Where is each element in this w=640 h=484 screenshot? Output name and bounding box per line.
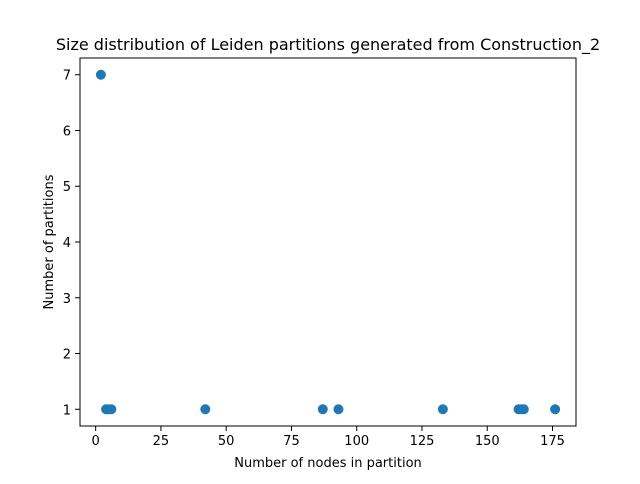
scatter-point: [333, 404, 344, 415]
y-tick-label: 6: [63, 124, 71, 139]
y-tick-label: 4: [63, 236, 71, 251]
scatter-point: [317, 404, 328, 415]
x-tick-label: 175: [540, 434, 565, 449]
y-tick-label: 7: [63, 69, 71, 84]
x-tick-label: 150: [475, 434, 500, 449]
x-axis-label: Number of nodes in partition: [234, 456, 422, 471]
scatter-point: [200, 404, 211, 415]
x-axis-ticks: 0 25 50 75 100 125 150 175: [92, 426, 565, 449]
scatter-point: [518, 404, 529, 415]
x-tick-label: 75: [283, 434, 300, 449]
scatter-point: [95, 69, 106, 80]
y-tick-label: 3: [63, 292, 71, 307]
x-tick-label: 125: [410, 434, 435, 449]
y-tick-label: 2: [63, 348, 71, 363]
y-axis-ticks: 1 2 3 4 5 6 7: [63, 69, 80, 418]
scatter-point: [106, 404, 117, 415]
x-tick-label: 25: [153, 434, 170, 449]
y-tick-label: 1: [63, 403, 71, 418]
scatter-point: [437, 404, 448, 415]
x-tick-label: 100: [344, 434, 369, 449]
data-points: [95, 69, 561, 415]
x-tick-label: 0: [92, 434, 100, 449]
x-tick-label: 50: [218, 434, 235, 449]
scatter-point: [550, 404, 561, 415]
plot-area: [79, 57, 577, 427]
y-tick-label: 5: [63, 180, 71, 195]
y-axis-label: Number of partitions: [42, 174, 57, 309]
axes-frame: [79, 57, 577, 427]
chart-title: Size distribution of Leiden partitions g…: [56, 35, 600, 55]
